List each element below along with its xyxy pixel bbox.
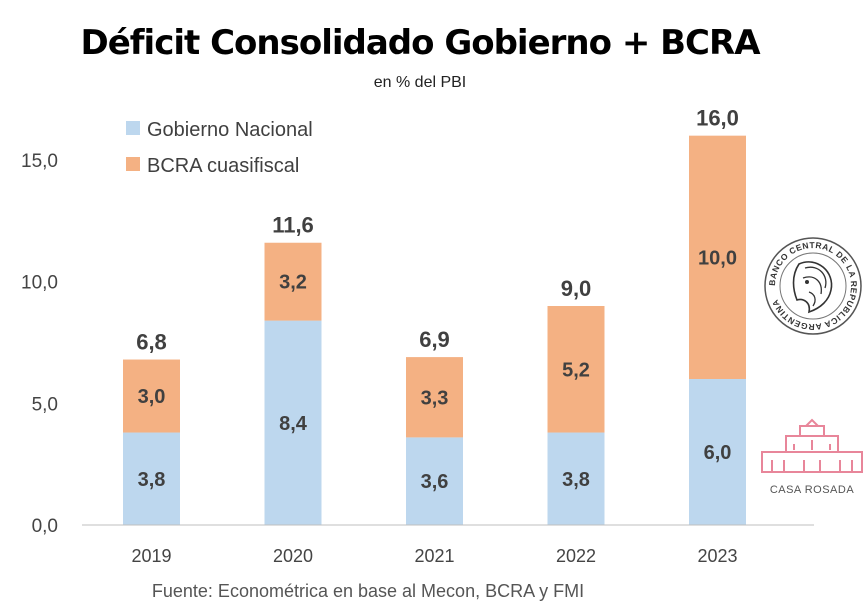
legend-label-bcra: BCRA cuasifiscal [147, 155, 299, 177]
y-tick-label: 0,0 [32, 516, 58, 537]
bar-segment [406, 437, 463, 525]
y-tick-label: 5,0 [32, 394, 58, 415]
x-axis: 2019 2020 2021 2022 2023 [131, 546, 737, 566]
y-tick-label: 10,0 [21, 273, 58, 294]
bar-total-label: 16,0 [696, 106, 739, 131]
x-tick-label: 2022 [556, 546, 596, 566]
legend: Gobierno Nacional BCRA cuasifiscal [126, 119, 313, 177]
y-axis: 0,0 5,0 10,0 15,0 [21, 151, 58, 537]
bar-segment [264, 320, 322, 525]
bar-value-label: 3,0 [138, 386, 166, 408]
bar-segment [547, 432, 605, 525]
bar-segment [406, 357, 463, 438]
bar-value-label: 8,4 [279, 413, 308, 435]
source-note: Fuente: Econométrica en base al Mecon, B… [152, 581, 584, 601]
bar-value-label: 3,3 [421, 387, 449, 409]
legend-label-gobierno: Gobierno Nacional [147, 119, 313, 141]
bar-value-label: 3,6 [421, 471, 449, 493]
legend-swatch-bcra [126, 157, 140, 171]
casa-rosada-text: CASA ROSADA [770, 484, 855, 496]
x-tick-label: 2019 [131, 546, 171, 566]
bar-segment [547, 306, 605, 433]
bar-value-label: 3,2 [279, 272, 307, 294]
chart-subtitle: en % del PBI [374, 74, 467, 91]
x-tick-label: 2021 [414, 546, 454, 566]
y-tick-label: 15,0 [21, 151, 58, 172]
casa-rosada-icon [761, 418, 863, 473]
bar-total-label: 6,8 [136, 330, 167, 355]
bar-total-label: 11,6 [272, 213, 314, 238]
bar-value-label: 6,0 [704, 442, 732, 464]
bar-total-label: 9,0 [561, 276, 592, 301]
bcra-seal-icon: BANCO CENTRAL DE LA REPUBLICA ARGENTINA [764, 237, 862, 335]
bar-segment [123, 359, 180, 433]
x-tick-label: 2023 [697, 546, 737, 566]
bar-value-label: 3,8 [562, 469, 590, 491]
legend-swatch-gobierno [126, 121, 140, 135]
bars: 3,8 3,0 6,8 8,4 3,2 11,6 3,6 3,3 6,9 3,8 5,2 9,0 6,0… [123, 106, 746, 525]
bar-segment [123, 432, 180, 525]
bar-value-label: 10,0 [698, 247, 737, 269]
chart-title: Déficit Consolidado Gobierno + BCRA [80, 23, 761, 63]
bar-value-label: 3,8 [138, 469, 166, 491]
bar-value-label: 5,2 [562, 359, 590, 381]
bar-segment [689, 379, 746, 525]
bar-total-label: 6,9 [419, 327, 450, 352]
bar-segment [689, 135, 746, 379]
x-tick-label: 2020 [273, 546, 313, 566]
bar-segment [264, 242, 322, 321]
